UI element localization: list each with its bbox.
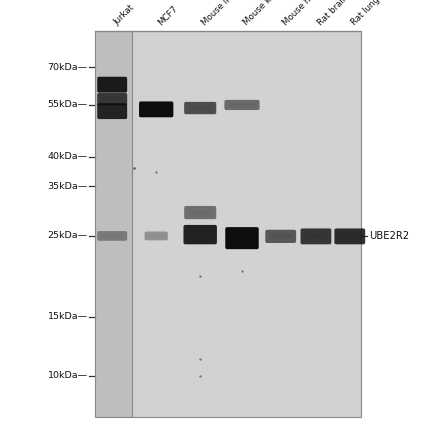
Text: Rat lung: Rat lung	[350, 0, 381, 27]
FancyBboxPatch shape	[334, 228, 365, 244]
FancyBboxPatch shape	[97, 77, 127, 93]
Text: Jurkat: Jurkat	[112, 3, 136, 27]
FancyBboxPatch shape	[225, 227, 259, 249]
FancyBboxPatch shape	[148, 234, 165, 238]
FancyBboxPatch shape	[301, 228, 331, 244]
Text: 40kDa—: 40kDa—	[48, 152, 88, 161]
FancyBboxPatch shape	[270, 234, 292, 239]
FancyBboxPatch shape	[189, 210, 212, 215]
Text: 55kDa—: 55kDa—	[48, 101, 88, 109]
FancyBboxPatch shape	[102, 234, 123, 238]
Bar	[132, 31, 361, 417]
FancyBboxPatch shape	[188, 231, 212, 238]
FancyBboxPatch shape	[102, 108, 123, 114]
Text: 10kDa—: 10kDa—	[48, 371, 88, 380]
Text: UBE2R2: UBE2R2	[369, 231, 409, 241]
FancyBboxPatch shape	[102, 97, 123, 101]
FancyBboxPatch shape	[144, 232, 168, 240]
Text: 35kDa—: 35kDa—	[48, 182, 88, 191]
FancyBboxPatch shape	[265, 230, 296, 243]
Text: 70kDa—: 70kDa—	[48, 63, 88, 71]
Bar	[95, 31, 132, 417]
FancyBboxPatch shape	[184, 206, 216, 219]
FancyBboxPatch shape	[97, 231, 127, 241]
FancyBboxPatch shape	[144, 106, 169, 112]
FancyBboxPatch shape	[97, 103, 127, 119]
Bar	[95, 31, 361, 417]
FancyBboxPatch shape	[139, 101, 173, 117]
FancyBboxPatch shape	[102, 82, 123, 88]
Text: Rat brain: Rat brain	[316, 0, 350, 27]
FancyBboxPatch shape	[305, 233, 327, 239]
FancyBboxPatch shape	[184, 102, 216, 114]
FancyBboxPatch shape	[97, 93, 127, 105]
Text: 25kDa—: 25kDa—	[48, 232, 88, 240]
Text: Mouse liver: Mouse liver	[200, 0, 242, 27]
FancyBboxPatch shape	[224, 100, 260, 110]
Text: Mouse kidney: Mouse kidney	[242, 0, 290, 27]
FancyBboxPatch shape	[339, 233, 361, 239]
Text: MCF7: MCF7	[156, 4, 180, 27]
FancyBboxPatch shape	[230, 234, 254, 242]
FancyBboxPatch shape	[189, 105, 212, 110]
FancyBboxPatch shape	[183, 225, 217, 244]
Text: 15kDa—: 15kDa—	[48, 312, 88, 321]
FancyBboxPatch shape	[229, 103, 255, 107]
Text: Mouse heart: Mouse heart	[281, 0, 325, 27]
